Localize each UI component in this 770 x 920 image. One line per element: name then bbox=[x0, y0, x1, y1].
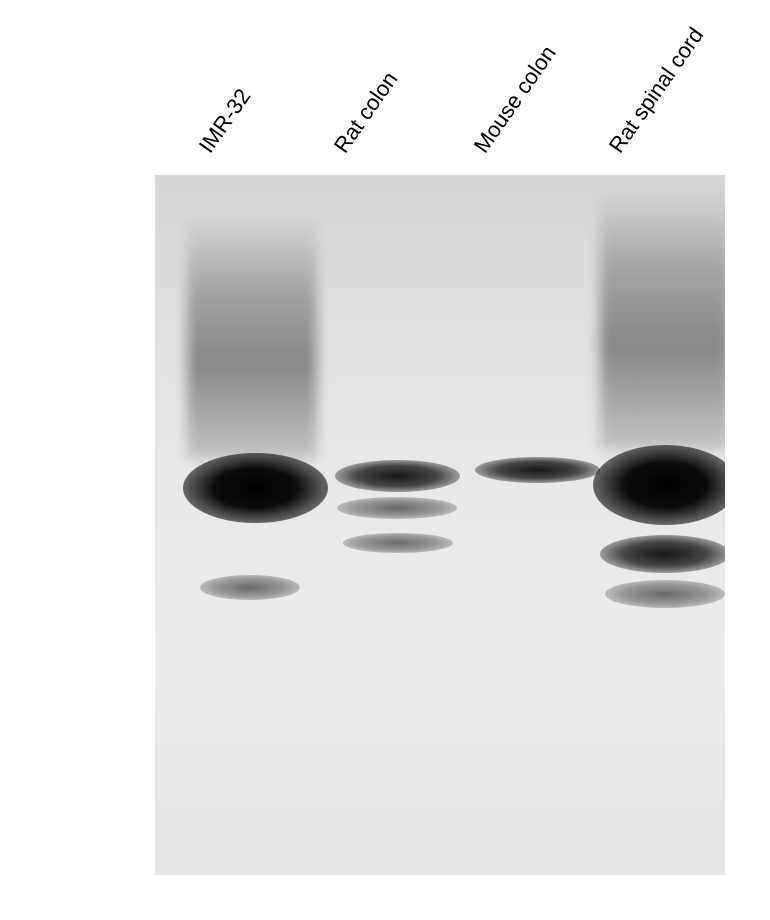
band-faint bbox=[200, 575, 300, 600]
band-faint bbox=[343, 533, 453, 553]
band-medium bbox=[475, 457, 600, 483]
lane-label-3: Mouse colon bbox=[469, 41, 562, 158]
figure-container: IMR-32 Rat colon Mouse colon Rat spinal … bbox=[0, 0, 770, 920]
band-medium bbox=[600, 535, 725, 573]
lane-label-1: IMR-32 bbox=[194, 84, 257, 158]
band-faint bbox=[337, 497, 457, 519]
lane-label-2: Rat colon bbox=[329, 67, 404, 158]
band-medium bbox=[335, 460, 460, 492]
blot-membrane bbox=[155, 175, 725, 875]
lane-labels-group: IMR-32 Rat colon Mouse colon Rat spinal … bbox=[0, 0, 770, 175]
watermark-text: WWW.PTGLAB.COM bbox=[116, 220, 150, 569]
band-smear bbox=[187, 215, 317, 460]
lane-label-4: Rat spinal cord bbox=[604, 23, 709, 158]
band-smear bbox=[600, 190, 725, 450]
band-faint bbox=[605, 580, 725, 608]
band-strong bbox=[593, 445, 725, 525]
band-strong bbox=[183, 453, 328, 523]
